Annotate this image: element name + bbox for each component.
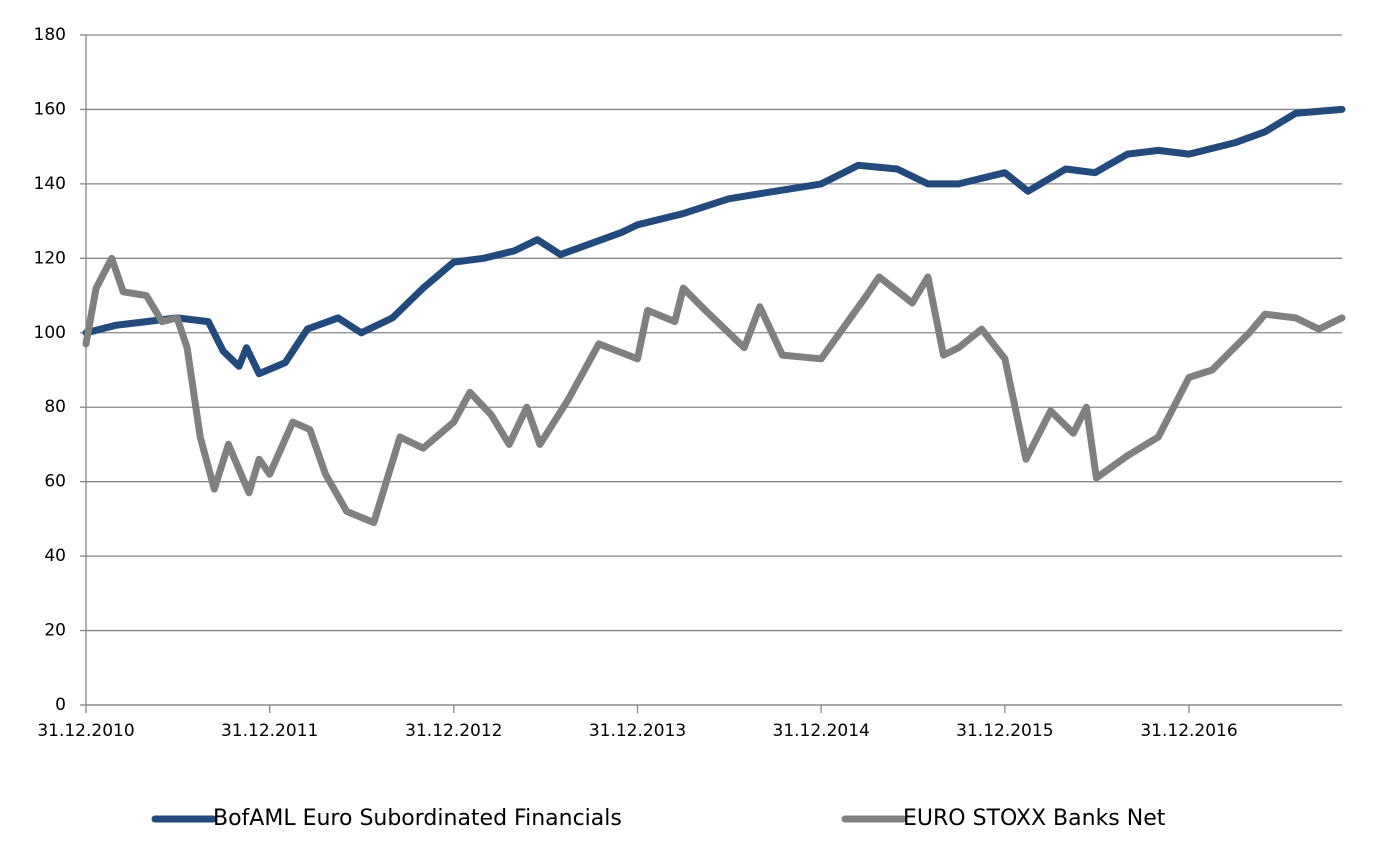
y-tick-label: 160 [34,99,66,119]
y-tick-label: 20 [44,621,66,641]
y-tick-label: 100 [34,323,66,343]
y-tick-label: 120 [34,248,66,268]
series-line [82,105,1346,378]
legend-label: BofAML Euro Subordinated Financials [213,806,622,831]
x-tick-label: 31.12.2012 [405,721,502,741]
x-tick-label: 31.12.2014 [773,721,870,741]
y-tick-label: 140 [34,174,66,194]
y-tick-label: 0 [55,695,66,715]
x-tick-label: 31.12.2016 [1140,721,1237,741]
x-tick-label: 31.12.2015 [956,721,1053,741]
y-tick-label: 80 [44,397,66,417]
y-tick-label: 40 [44,546,66,566]
x-tick-label: 31.12.2010 [37,721,134,741]
series-line [82,254,1346,527]
x-tick-label: 31.12.2013 [589,721,686,741]
y-tick-label: 60 [44,472,66,492]
legend-label: EURO STOXX Banks Net [903,806,1166,831]
x-tick-label: 31.12.2011 [221,721,318,741]
y-tick-label: 180 [34,25,66,45]
